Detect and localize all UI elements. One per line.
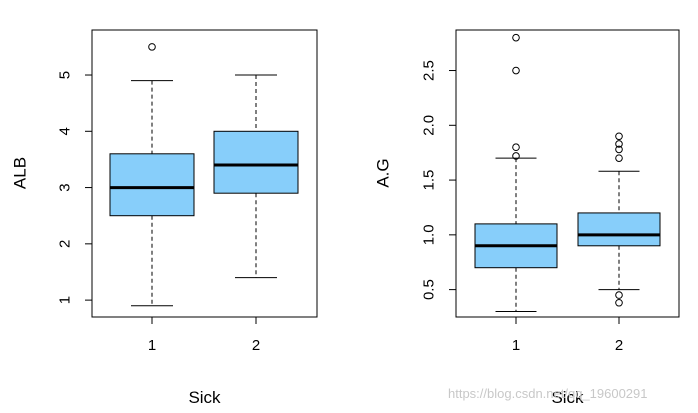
panel1-y-tick-label: 3: [57, 183, 74, 191]
panel2-outlier-point: [615, 132, 623, 141]
panel1-y-tick-label: 2: [57, 240, 74, 248]
panel2-plot-frame: [455, 29, 680, 318]
panel2-x-axis-title: Sick: [551, 388, 584, 407]
panel2-x-tick-label: 1: [512, 337, 520, 354]
panel2-outlier-point: [615, 291, 623, 299]
panel2-box-2: [577, 212, 661, 247]
panel2-y-tick-label: 2.5: [421, 60, 438, 81]
panel1-x-axis-title: Sick: [188, 388, 221, 407]
panel1-plot-frame: [91, 29, 318, 318]
panel1-box-2: [213, 130, 299, 194]
panel2-outlier-point: [615, 140, 623, 148]
panel1-y-tick-label: 5: [57, 71, 74, 79]
panel2-y-tick-label: 0.5: [421, 279, 438, 300]
panel2-y-tick-label: 2.0: [421, 115, 438, 136]
panel2-outlier-point: [512, 143, 520, 152]
panel2-outlier-point: [512, 152, 520, 160]
panel2-outlier-point: [615, 298, 623, 307]
panel1-x-tick-label: 2: [252, 337, 260, 354]
panel2-outlier-point: [512, 33, 520, 42]
panel2-outlier-point: [615, 145, 623, 154]
panel1-y-axis-title: ALB: [11, 157, 30, 189]
panel1-box-1: [109, 153, 195, 217]
panel2-y-tick-label: 1.5: [421, 170, 438, 191]
panel1-x-tick-label: 1: [148, 337, 156, 354]
panel2-outlier-point: [615, 154, 623, 162]
panel1-outlier-point: [148, 43, 156, 51]
panel2-y-tick-label: 1.0: [421, 224, 438, 245]
panel2-y-axis-title: A.G: [374, 158, 393, 187]
panel1-y-tick-label: 4: [57, 127, 74, 135]
watermark: https://blog.csdn.net/qq_19600291: [448, 386, 648, 401]
panel2-outlier-point: [512, 66, 520, 75]
panel2-x-tick-label: 2: [615, 337, 623, 354]
panel1-y-tick-label: 1: [57, 296, 74, 304]
